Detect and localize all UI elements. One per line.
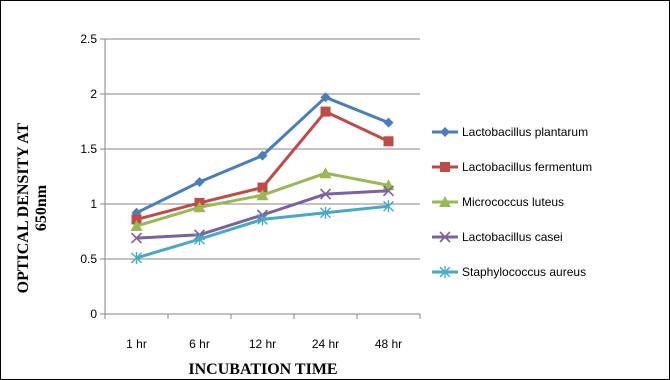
legend-label: Micrococcus luteus bbox=[462, 195, 564, 209]
legend-label: Lactobacillus fermentum bbox=[462, 160, 592, 174]
y-tick-label: 2.5 bbox=[80, 32, 97, 46]
legend-label: Lactobacillus casei bbox=[462, 230, 563, 244]
data-point bbox=[383, 200, 394, 213]
x-tick-label: 48 hr bbox=[375, 337, 402, 351]
data-point bbox=[383, 117, 394, 128]
y-tick-label: 1.5 bbox=[80, 142, 97, 156]
x-tick-label: 24 hr bbox=[312, 337, 339, 351]
legend-item: Micrococcus luteus bbox=[432, 195, 564, 209]
data-point bbox=[319, 188, 332, 200]
data-point bbox=[320, 206, 331, 219]
x-axis-title: INCUBATION TIME bbox=[188, 361, 337, 378]
legend-item: Staphylococcus aureus bbox=[432, 265, 586, 279]
legend-item: Lactobacillus casei bbox=[432, 230, 563, 244]
data-point bbox=[130, 232, 143, 244]
series-staphylococcus-aureus bbox=[131, 200, 394, 264]
legend-label: Staphylococcus aureus bbox=[462, 265, 586, 279]
series-line bbox=[136, 110, 390, 221]
data-point bbox=[383, 136, 394, 147]
legend: Lactobacillus plantarum Lactobacillus fer… bbox=[432, 125, 592, 279]
legend-label: Lactobacillus plantarum bbox=[462, 125, 588, 139]
y-tick-label: 1 bbox=[90, 197, 97, 211]
data-point bbox=[194, 177, 205, 187]
data-point bbox=[256, 189, 269, 201]
data-point bbox=[319, 167, 332, 179]
y-axis-title-line-1: OPTICAL DENSITY AT bbox=[15, 122, 32, 293]
data-point bbox=[194, 233, 205, 246]
data-point bbox=[257, 213, 268, 226]
legend-marker bbox=[439, 266, 451, 278]
legend-marker bbox=[440, 127, 450, 137]
legend-marker bbox=[439, 196, 451, 207]
series-lines bbox=[130, 92, 395, 264]
series-lactobacillus-fermentum bbox=[131, 106, 394, 225]
legend-marker bbox=[439, 231, 451, 243]
data-point bbox=[382, 185, 395, 197]
legend-item: Lactobacillus fermentum bbox=[432, 160, 592, 174]
legend-marker bbox=[440, 162, 450, 172]
x-tick-label: 6 hr bbox=[189, 337, 210, 351]
data-point bbox=[193, 201, 206, 213]
x-tick-label: 12 hr bbox=[249, 337, 276, 351]
data-point bbox=[131, 214, 142, 225]
data-point bbox=[257, 182, 268, 193]
data-point bbox=[320, 106, 331, 117]
y-axis-title: OPTICAL DENSITY AT 650nm bbox=[15, 122, 50, 293]
data-point bbox=[131, 251, 142, 264]
y-tick-label: 0 bbox=[90, 307, 97, 321]
y-axis-title-line-2: 650nm bbox=[33, 184, 50, 231]
x-tick-label: 1 hr bbox=[126, 337, 147, 351]
series-lactobacillus-plantarum bbox=[131, 92, 394, 218]
y-tick-label: 2 bbox=[90, 87, 97, 101]
gridlines bbox=[105, 38, 420, 260]
axes: 0 0.5 1 1.5 2 2.5 1 hr 6 hr 12 hr 24 hr 48 hr bbox=[80, 32, 421, 351]
data-point bbox=[257, 150, 268, 161]
data-point bbox=[320, 92, 331, 103]
legend-item: Lactobacillus plantarum bbox=[432, 125, 588, 139]
data-point bbox=[130, 220, 143, 231]
y-tick-label: 0.5 bbox=[80, 252, 97, 266]
